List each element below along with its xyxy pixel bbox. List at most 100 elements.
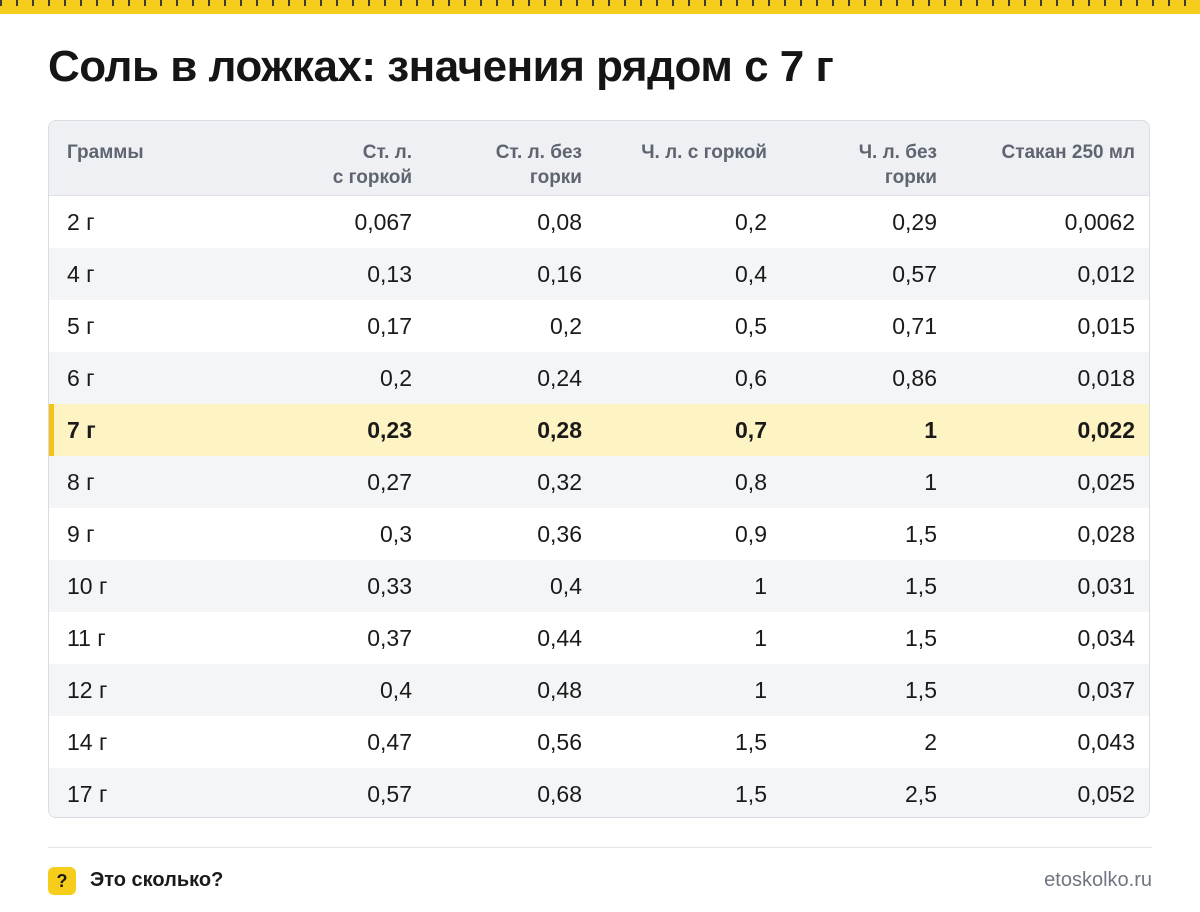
cell-tbsp-level: 0,4 [550, 572, 582, 599]
cell-tsp-level: 0,86 [892, 364, 937, 391]
cell-tsp-heaped: 0,4 [735, 260, 767, 287]
cell-grams: 7 г [67, 416, 96, 443]
cell-glass-250ml: 0,037 [1077, 676, 1135, 703]
table-row: 9 г 0,3 0,36 0,9 1,5 0,028 [49, 508, 1149, 560]
cell-tbsp-heaped: 0,57 [367, 780, 412, 807]
cell-glass-250ml: 0,052 [1077, 780, 1135, 807]
cell-tbsp-level: 0,48 [537, 676, 582, 703]
highlight-marker [49, 404, 54, 456]
cell-tbsp-level: 0,16 [537, 260, 582, 287]
table-row: 11 г 0,37 0,44 1 1,5 0,034 [49, 612, 1149, 664]
cell-tsp-heaped: 0,7 [735, 416, 767, 443]
brand-name: Это сколько? [90, 869, 224, 891]
cell-tsp-heaped: 1 [754, 572, 767, 599]
cell-tbsp-level: 0,36 [537, 520, 582, 547]
cell-glass-250ml: 0,012 [1077, 260, 1135, 287]
cell-tbsp-level: 0,2 [550, 312, 582, 339]
column-header-glass-250ml: Стакан 250 мл [1001, 142, 1135, 163]
cell-grams: 10 г [67, 572, 108, 599]
cell-tbsp-heaped: 0,23 [367, 416, 412, 443]
column-header-tsp-level: Ч. л. без горки [858, 142, 937, 188]
cell-grams: 4 г [67, 260, 95, 287]
cell-tsp-level: 1 [924, 416, 937, 443]
table-body: 2 г 0,067 0,08 0,2 0,29 0,0062 4 г 0,13 0,16 0,4 0… [49, 196, 1149, 817]
cell-tsp-level: 2 [924, 728, 937, 755]
cell-tbsp-level: 0,32 [537, 468, 582, 495]
cell-glass-250ml: 0,018 [1077, 364, 1135, 391]
table-row: 17 г 0,57 0,68 1,5 2,5 0,052 [49, 768, 1149, 817]
cell-tsp-heaped: 1,5 [735, 780, 767, 807]
table-header-row: Граммы Ст. л. с горкой Ст. л. без горки … [49, 121, 1149, 196]
cell-tbsp-heaped: 0,2 [380, 364, 412, 391]
cell-grams: 17 г [67, 780, 108, 807]
cell-grams: 2 г [67, 208, 95, 235]
cell-grams: 9 г [67, 520, 95, 547]
column-header-grams: Граммы [67, 142, 144, 163]
cell-glass-250ml: 0,043 [1077, 728, 1135, 755]
cell-glass-250ml: 0,025 [1077, 468, 1135, 495]
cell-tsp-level: 0,57 [892, 260, 937, 287]
cell-tbsp-heaped: 0,33 [367, 572, 412, 599]
cell-tsp-heaped: 1,5 [735, 728, 767, 755]
column-header-tbsp-level: Ст. л. без горки [495, 142, 582, 188]
cell-tsp-level: 1,5 [905, 624, 937, 651]
table-row: 8 г 0,27 0,32 0,8 1 0,025 [49, 456, 1149, 508]
cell-glass-250ml: 0,031 [1077, 572, 1135, 599]
cell-tbsp-level: 0,44 [537, 624, 582, 651]
cell-tsp-heaped: 1 [754, 676, 767, 703]
column-header-tbsp-heaped: Ст. л. с горкой [332, 142, 412, 188]
cell-grams: 14 г [67, 728, 108, 755]
cell-tsp-heaped: 0,8 [735, 468, 767, 495]
footer-divider [48, 847, 1152, 848]
cell-grams: 11 г [67, 624, 106, 651]
cell-grams: 6 г [67, 364, 95, 391]
cell-tbsp-level: 0,28 [537, 416, 582, 443]
cell-grams: 5 г [67, 312, 95, 339]
cell-tsp-level: 1,5 [905, 572, 937, 599]
cell-tbsp-heaped: 0,27 [367, 468, 412, 495]
cell-tsp-level: 1,5 [905, 676, 937, 703]
site-url: etoskolko.ru [1044, 869, 1152, 891]
cell-glass-250ml: 0,034 [1077, 624, 1135, 651]
cell-glass-250ml: 0,015 [1077, 312, 1135, 339]
cell-tbsp-heaped: 0,47 [367, 728, 412, 755]
cell-glass-250ml: 0,022 [1077, 416, 1135, 443]
cell-tbsp-heaped: 0,17 [367, 312, 412, 339]
conversion-table: Граммы Ст. л. с горкой Ст. л. без горки … [48, 120, 1150, 818]
cell-tbsp-heaped: 0,067 [354, 208, 412, 235]
cell-tbsp-heaped: 0,3 [380, 520, 412, 547]
cell-tsp-level: 1 [924, 468, 937, 495]
cell-tsp-heaped: 1 [754, 624, 767, 651]
cell-tsp-heaped: 0,9 [735, 520, 767, 547]
cell-grams: 12 г [67, 676, 108, 703]
cell-tsp-heaped: 0,6 [735, 364, 767, 391]
question-mark-icon: ? [48, 867, 76, 895]
cell-tbsp-heaped: 0,4 [380, 676, 412, 703]
table-row: 4 г 0,13 0,16 0,4 0,57 0,012 [49, 248, 1149, 300]
page-title: Соль в ложках: значения рядом с 7 г [48, 42, 834, 91]
cell-tbsp-level: 0,24 [537, 364, 582, 391]
cell-tbsp-heaped: 0,13 [367, 260, 412, 287]
ruler-decoration [0, 0, 1200, 14]
cell-tsp-level: 0,71 [892, 312, 937, 339]
cell-tsp-level: 1,5 [905, 520, 937, 547]
column-header-tsp-heaped: Ч. л. с горкой [641, 142, 767, 163]
cell-tsp-level: 2,5 [905, 780, 937, 807]
cell-tsp-heaped: 0,5 [735, 312, 767, 339]
cell-tsp-level: 0,29 [892, 208, 937, 235]
cell-tbsp-level: 0,68 [537, 780, 582, 807]
cell-tsp-heaped: 0,2 [735, 208, 767, 235]
table-row: 14 г 0,47 0,56 1,5 2 0,043 [49, 716, 1149, 768]
table-row: 12 г 0,4 0,48 1 1,5 0,037 [49, 664, 1149, 716]
cell-tbsp-level: 0,08 [537, 208, 582, 235]
table-row: 2 г 0,067 0,08 0,2 0,29 0,0062 [49, 196, 1149, 248]
cell-grams: 8 г [67, 468, 95, 495]
table-row: 5 г 0,17 0,2 0,5 0,71 0,015 [49, 300, 1149, 352]
cell-tbsp-heaped: 0,37 [367, 624, 412, 651]
table-row-highlighted: 7 г 0,23 0,28 0,7 1 0,022 [49, 404, 1149, 456]
cell-glass-250ml: 0,0062 [1064, 208, 1135, 235]
table-row: 10 г 0,33 0,4 1 1,5 0,031 [49, 560, 1149, 612]
cell-glass-250ml: 0,028 [1077, 520, 1135, 547]
table-row: 6 г 0,2 0,24 0,6 0,86 0,018 [49, 352, 1149, 404]
